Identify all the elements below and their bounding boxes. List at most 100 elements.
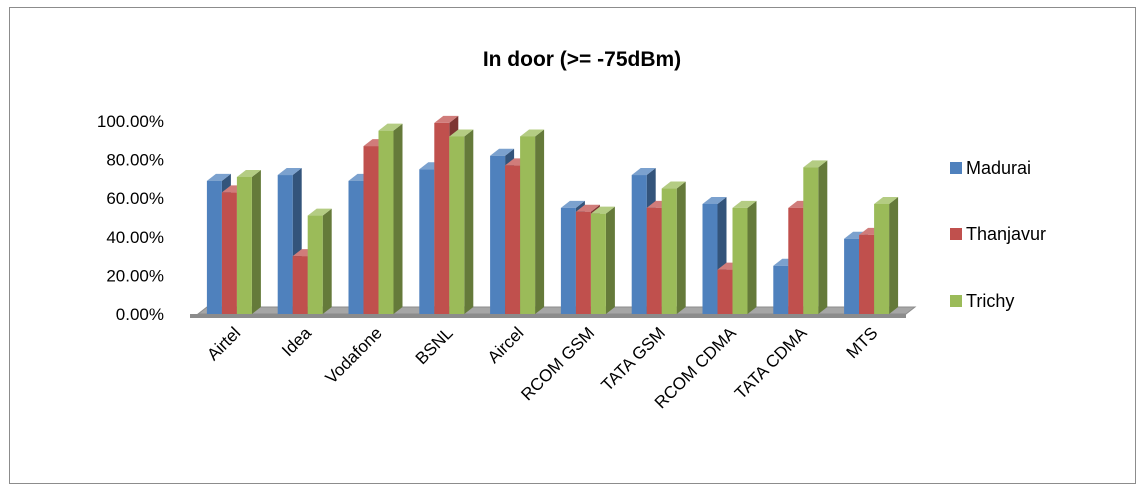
bar-front bbox=[277, 175, 293, 314]
bar-side bbox=[747, 200, 757, 314]
bar bbox=[732, 200, 757, 314]
x-tick-label: MTS bbox=[843, 323, 882, 362]
bar-front bbox=[560, 207, 576, 314]
bar-side bbox=[322, 208, 332, 314]
bar bbox=[661, 181, 686, 314]
x-tick-label: RCOM GSM bbox=[517, 323, 598, 404]
chart-frame: In door (>= -75dBm) 0.00% 20.00% 40.00% 60.… bbox=[9, 7, 1136, 484]
y-tick-label: 0.00% bbox=[116, 305, 164, 324]
bar-front bbox=[575, 211, 591, 314]
bar-front bbox=[520, 136, 536, 314]
x-tick-label: TATA CDMA bbox=[731, 323, 811, 403]
bar-front bbox=[307, 215, 323, 314]
bar-top bbox=[434, 115, 459, 123]
bar-front bbox=[788, 207, 804, 314]
bar-front bbox=[859, 234, 875, 314]
legend-item: Trichy bbox=[950, 291, 1014, 311]
bar-front bbox=[449, 136, 465, 314]
bar-front bbox=[378, 130, 394, 314]
chart-svg: In door (>= -75dBm) 0.00% 20.00% 40.00% 60.… bbox=[97, 48, 1046, 412]
bar-front bbox=[631, 175, 647, 314]
bar bbox=[307, 208, 332, 314]
bar-top bbox=[661, 181, 686, 189]
bar-front bbox=[236, 176, 252, 314]
bar-front bbox=[434, 122, 450, 315]
bar-front bbox=[419, 169, 435, 314]
bar-top bbox=[702, 196, 727, 204]
x-tick-label: Idea bbox=[278, 323, 315, 360]
bar-top bbox=[575, 204, 600, 212]
bar bbox=[590, 206, 615, 314]
y-axis-ticks: 0.00% 20.00% 40.00% 60.00% 80.00% 100.00% bbox=[97, 112, 164, 324]
legend-swatch bbox=[950, 162, 962, 174]
bar-front bbox=[490, 155, 506, 314]
bar bbox=[236, 169, 261, 314]
bar-top bbox=[732, 200, 757, 208]
x-tick-label: BSNL bbox=[412, 323, 457, 368]
y-tick-label: 60.00% bbox=[106, 189, 164, 208]
bar-front bbox=[206, 180, 222, 314]
bar-top bbox=[206, 173, 231, 181]
legend-item: Madurai bbox=[950, 158, 1031, 178]
bar-front bbox=[505, 165, 521, 314]
bar-side bbox=[464, 129, 474, 314]
legend-item: Thanjavur bbox=[950, 224, 1046, 244]
bar-side bbox=[605, 206, 615, 314]
bar-front bbox=[292, 256, 308, 314]
bar-front bbox=[646, 207, 662, 314]
bar-side bbox=[676, 181, 686, 314]
legend-label: Madurai bbox=[966, 158, 1031, 178]
bar-front bbox=[844, 238, 860, 314]
bar-side bbox=[393, 123, 403, 315]
legend-label: Trichy bbox=[966, 291, 1014, 311]
x-tick-label: Airtel bbox=[203, 323, 244, 364]
y-tick-label: 40.00% bbox=[106, 228, 164, 247]
bar bbox=[803, 160, 828, 314]
bar-front bbox=[702, 203, 718, 314]
bar-front bbox=[732, 207, 748, 314]
bar-top bbox=[590, 206, 615, 214]
bar-front bbox=[717, 269, 733, 314]
legend-swatch bbox=[950, 228, 962, 240]
y-tick-label: 100.00% bbox=[97, 112, 164, 131]
bar-front bbox=[773, 265, 789, 314]
bar-side bbox=[535, 129, 545, 314]
bar-front bbox=[874, 203, 890, 314]
bar-top bbox=[378, 123, 403, 131]
bar-side bbox=[889, 196, 899, 314]
bar-group bbox=[206, 115, 899, 315]
bar-side bbox=[251, 169, 261, 314]
legend-swatch bbox=[950, 295, 962, 307]
bar-front bbox=[803, 167, 819, 314]
bar-top bbox=[449, 129, 474, 137]
bar-front bbox=[363, 146, 379, 314]
y-tick-label: 80.00% bbox=[106, 151, 164, 170]
bar bbox=[449, 129, 474, 314]
bar-top bbox=[520, 129, 545, 137]
y-tick-label: 20.00% bbox=[106, 266, 164, 285]
bar-front bbox=[661, 188, 677, 314]
x-tick-label: TATA GSM bbox=[597, 323, 669, 395]
bar-top bbox=[560, 200, 585, 208]
bar-top bbox=[631, 168, 656, 176]
bar bbox=[874, 196, 899, 314]
bar-top bbox=[803, 160, 828, 168]
bar bbox=[378, 123, 403, 315]
bar-side bbox=[818, 160, 828, 314]
legend: Madurai Thanjavur Trichy bbox=[950, 158, 1046, 311]
bar-top bbox=[307, 208, 332, 216]
x-tick-label: Aircel bbox=[484, 323, 527, 366]
bar-top bbox=[236, 169, 261, 177]
bar-front bbox=[221, 192, 237, 314]
bar-top bbox=[277, 168, 302, 176]
bar-top bbox=[874, 196, 899, 204]
chart-title: In door (>= -75dBm) bbox=[483, 48, 681, 71]
x-tick-label: Vodafone bbox=[322, 323, 386, 387]
bar-top bbox=[490, 148, 515, 156]
bar-front bbox=[348, 180, 364, 314]
legend-label: Thanjavur bbox=[966, 224, 1046, 244]
bar-front bbox=[590, 213, 606, 314]
bar bbox=[520, 129, 545, 314]
floor-front bbox=[190, 314, 906, 318]
